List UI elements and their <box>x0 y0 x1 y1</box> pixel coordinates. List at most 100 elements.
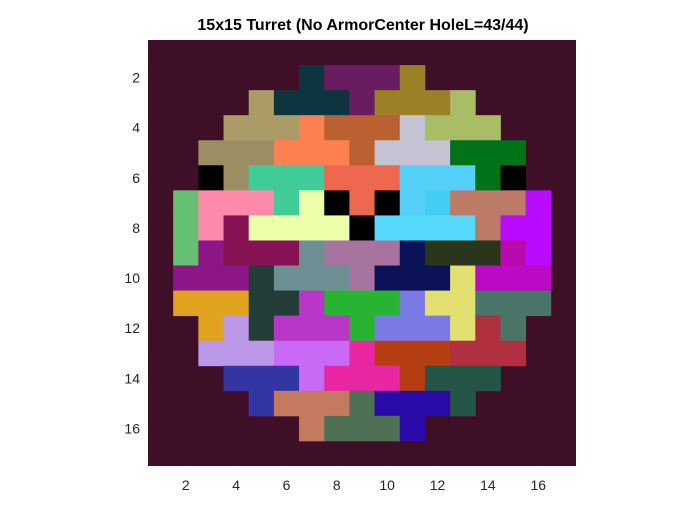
heatmap-cell-r5-3 <box>374 140 451 166</box>
heatmap-cell-r9-4 <box>324 240 401 266</box>
heatmap-cell-r5-2 <box>349 140 375 166</box>
heatmap-cell-r14-2 <box>324 365 401 392</box>
heatmap-cell-r7-7 <box>399 190 426 216</box>
heatmap-cell-r16-2 <box>399 415 426 442</box>
heatmap-cell-r10-2 <box>273 265 350 291</box>
heatmap-cell-r13-1 <box>273 340 350 367</box>
heatmap-cell-r7-3 <box>299 190 325 216</box>
heatmap-cell-r8-1 <box>198 215 224 241</box>
heatmap-cell-r13-2 <box>349 340 375 367</box>
heatmap-cell-r9-6 <box>424 240 501 266</box>
heatmap-cell-r5-0 <box>198 140 275 166</box>
x-tick-label: 10 <box>379 477 395 493</box>
heatmap-cell-r9-5 <box>399 240 426 266</box>
heatmap-cell-r3-1 <box>273 90 350 116</box>
heatmap-cell-r11-6 <box>475 290 552 317</box>
heatmap-cell-r6-0 <box>198 165 224 191</box>
heatmap-cell-r15-3 <box>374 390 451 417</box>
heatmap-cell-r3-2 <box>349 90 375 116</box>
heatmap-cell-r12-3 <box>273 315 350 342</box>
heatmap-cell-r10-1 <box>248 265 275 291</box>
heatmap-cell-r4-2 <box>324 115 401 141</box>
heatmap-cell-r12-8 <box>500 315 527 342</box>
heatmap-cell-r11-4 <box>399 290 426 317</box>
heatmap-cell-r15-0 <box>248 390 275 417</box>
y-tick-label: 16 <box>124 420 140 436</box>
heatmap-cell-r6-6 <box>500 165 527 191</box>
x-tick-label: 4 <box>232 477 240 493</box>
heatmap-cell-r14-1 <box>299 365 325 392</box>
heatmap-cell-r12-7 <box>475 315 501 342</box>
heatmap-cell-r15-1 <box>273 390 350 417</box>
y-tick-label: 14 <box>124 370 140 386</box>
x-tick-label: 8 <box>333 477 341 493</box>
heatmap-cell-r12-0 <box>198 315 224 342</box>
y-tick-label: 4 <box>132 120 140 136</box>
heatmap-cell-r8-5 <box>374 215 476 241</box>
heatmap-cell-r10-5 <box>450 265 476 291</box>
heatmap-cell-r6-3 <box>324 165 401 191</box>
y-tick-label: 6 <box>132 170 140 186</box>
heatmap-cell-r8-6 <box>475 215 501 241</box>
heatmap-cell-r12-1 <box>223 315 250 342</box>
heatmap-cell-r9-8 <box>525 240 552 266</box>
heatmap-cell-r4-1 <box>299 115 325 141</box>
heatmap-cell-r14-0 <box>223 365 300 392</box>
heatmap-cell-r12-6 <box>450 315 476 342</box>
heatmap-cell-r9-1 <box>198 240 224 266</box>
heatmap-cell-r13-0 <box>198 340 275 367</box>
heatmap-cell-r7-5 <box>349 190 375 216</box>
heatmap-cell-r7-4 <box>324 190 350 216</box>
heatmap-cell-r10-0 <box>173 265 250 291</box>
heatmap-cell-r7-2 <box>273 190 300 216</box>
heatmap-cell-r11-5 <box>424 290 476 317</box>
x-axis: 2 4 6 8 10 12 14 16 <box>182 462 546 493</box>
heatmap-cell-r8-2 <box>223 215 250 241</box>
heatmap-cell-r6-1 <box>223 165 250 191</box>
heatmap-cell-r8-4 <box>349 215 375 241</box>
heatmap-cell-r7-1 <box>198 190 275 216</box>
heatmap-cell-r11-1 <box>248 290 300 317</box>
heatmap-cell-r16-0 <box>299 415 325 442</box>
heatmap-cell-r10-3 <box>349 265 375 291</box>
heatmap-cell-r14-4 <box>424 365 501 392</box>
heatmap-cell-r2-1 <box>324 65 401 91</box>
y-tick-label: 2 <box>132 70 140 86</box>
heatmap-cell-r9-0 <box>173 240 199 266</box>
heatmap-cell-r5-1 <box>273 140 350 166</box>
heatmap-cell-r7-8 <box>424 190 451 216</box>
heatmap-cell-r2-2 <box>399 65 426 91</box>
heatmap-cell-r13-4 <box>450 340 527 367</box>
x-tick-label: 12 <box>430 477 446 493</box>
heatmap-cell-r7-10 <box>525 190 552 216</box>
heatmap-cell-r7-0 <box>173 190 199 216</box>
heatmap-cell-r9-2 <box>223 240 300 266</box>
heatmap-cell-r5-4 <box>450 140 527 166</box>
heatmap-cell-r10-6 <box>475 265 552 291</box>
y-tick-label: 12 <box>124 320 140 336</box>
chart-title: 15x15 Turret (No ArmorCenter HoleL=43/44… <box>197 17 528 34</box>
x-tick-label: 6 <box>283 477 291 493</box>
heatmap-cell-r11-3 <box>324 290 401 317</box>
heatmap-cell-r11-2 <box>299 290 325 317</box>
heatmap-cell-r12-5 <box>374 315 451 342</box>
heatmap-cell-r14-3 <box>399 365 426 392</box>
heatmap-cell-r6-4 <box>399 165 476 191</box>
heatmap-cell-r7-9 <box>450 190 527 216</box>
y-axis: 2 4 6 8 10 12 14 16 <box>124 70 152 436</box>
x-tick-label: 2 <box>182 477 190 493</box>
plot-area <box>148 40 576 466</box>
heatmap-cell-r13-3 <box>374 340 451 367</box>
heatmap-cell-r12-2 <box>248 315 275 342</box>
heatmap-cell-r7-6 <box>374 190 401 216</box>
heatmap-cell-r3-3 <box>374 90 451 116</box>
heatmap-cell-r10-4 <box>374 265 451 291</box>
heatmap-cell-r6-5 <box>475 165 501 191</box>
heatmap-cell-r4-4 <box>424 115 501 141</box>
heatmap-cell-r16-1 <box>324 415 401 442</box>
heatmap-cell-r15-4 <box>450 390 476 417</box>
heatmap-cell-r9-3 <box>299 240 325 266</box>
heatmap-cell-r2-0 <box>299 65 325 91</box>
heatmap-cell-r8-7 <box>500 215 552 241</box>
